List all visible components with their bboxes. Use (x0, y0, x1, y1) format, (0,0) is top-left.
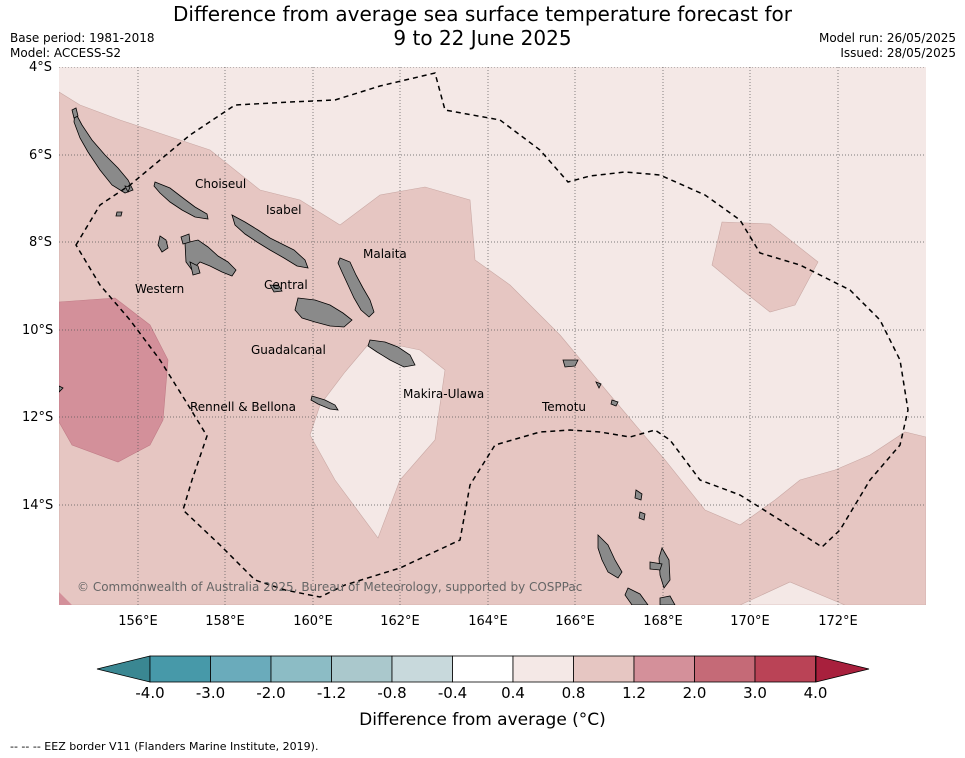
island-rennell (310, 395, 339, 411)
island-bougainville (73, 110, 134, 194)
lat-label-6s: 6°S (28, 148, 52, 163)
colorbar-high-arrow (815, 655, 870, 683)
graticule (59, 67, 926, 605)
island-small2 (189, 261, 201, 276)
island-vanuatu-small2 (634, 489, 643, 501)
island-vanuatu-small3 (649, 561, 663, 571)
island-vella (157, 235, 169, 253)
lon-label-166e: 166°E (555, 614, 595, 629)
anomaly-band-1.2-2.0-corner (59, 592, 72, 605)
map-area (59, 67, 926, 605)
lon-label-156e: 156°E (118, 614, 158, 629)
lat-label-8s: 8°S (28, 235, 52, 250)
island-florida (269, 284, 283, 293)
anomaly-band-0.8-1.2 (59, 91, 926, 605)
colorbar-segment (573, 655, 635, 683)
region-label-guadalcanal: Guadalcanal (251, 343, 326, 357)
region-label-central: Central (264, 278, 308, 292)
title-line-2: 9 to 22 June 2025 (393, 26, 572, 50)
anomaly-band-0.4-0.8-patch (309, 339, 446, 539)
island-vanuatu-small5 (659, 595, 676, 605)
colorbar-tick-label: 4.0 (803, 684, 828, 702)
colorbar-segment (512, 655, 574, 683)
lat-label-14s: 14°S (22, 498, 54, 513)
colorbar-tick-label: 3.0 (743, 684, 767, 702)
issued-date: Issued: 28/05/2025 (840, 46, 956, 60)
island-small1 (180, 233, 191, 245)
island-tinakula (610, 399, 619, 407)
colorbar-tick-label: -0.8 (377, 684, 407, 702)
lat-label-4s: 4°S (28, 60, 52, 75)
lat-label-12s: 12°S (22, 410, 54, 425)
colorbar-segment (633, 655, 695, 683)
colorbar-tick-label: 2.0 (682, 684, 707, 702)
copyright-notice: © Commonwealth of Australia 2025, Bureau… (77, 580, 583, 594)
colorbar-segment (210, 655, 272, 683)
region-label-western: Western (135, 282, 185, 296)
lon-label-172e: 172°E (818, 614, 858, 629)
island-vanuatu-north (597, 534, 623, 579)
anomaly-patch-east (711, 221, 819, 313)
colorbar-segment (452, 655, 514, 683)
colorbar-segment (694, 655, 756, 683)
region-label-choiseul: Choiseul (195, 177, 247, 191)
colorbar-segment (149, 655, 211, 683)
chart-title: Difference from average sea surface temp… (0, 2, 965, 50)
title-line-1: Difference from average sea surface temp… (172, 2, 792, 26)
lon-label-162e: 162°E (380, 614, 420, 629)
base-period: Base period: 1981-2018 (10, 31, 155, 45)
colorbar-title: Difference from average (°C) (359, 710, 606, 730)
island-ndeni (562, 359, 579, 368)
island-vanuatu-small1 (658, 547, 671, 589)
anomaly-band-1.2-2.0 (59, 297, 169, 463)
island-buka (71, 107, 79, 119)
island-westedge (59, 385, 64, 393)
model-name: Model: ACCESS-S2 (10, 46, 122, 60)
region-label-temotu: Temotu (542, 400, 587, 414)
colorbar-tick-label: 1.2 (622, 684, 646, 702)
lon-label-164e: 164°E (468, 614, 508, 629)
island-malaita (337, 257, 375, 318)
meta-left: Base period: 1981-2018 Model: ACCESS-S2 (10, 31, 155, 61)
eez-border (75, 72, 909, 598)
region-label-rennell-bellona: Rennell & Bellona (190, 400, 297, 414)
lat-label-10s: 10°S (22, 323, 54, 338)
island-small3 (124, 185, 131, 193)
colorbar-segment (331, 655, 393, 683)
colorbar-tick-label: 0.8 (561, 684, 586, 702)
island-guadalcanal (294, 297, 353, 328)
region-label-isabel: Isabel (266, 203, 302, 217)
island-choiseul (153, 181, 209, 220)
island-isabel (231, 214, 309, 269)
colorbar-low-arrow (96, 655, 151, 683)
colorbar-tick-label: -0.4 (437, 684, 468, 702)
island-shortland (115, 211, 123, 217)
meta-right: Model run: 26/05/2025 Issued: 28/05/2025 (819, 31, 956, 61)
colorbar-segment (391, 655, 453, 683)
colorbar-segment (270, 655, 332, 683)
land-masses (59, 107, 676, 605)
island-tikopia (595, 381, 602, 389)
island-vanuatu-small4 (638, 511, 646, 521)
lon-label-168e: 168°E (643, 614, 683, 629)
region-label-makira-ulawa: Makira-Ulawa (403, 387, 485, 401)
lon-label-158e: 158°E (205, 614, 245, 629)
island-makira (367, 339, 416, 368)
eez-footnote: -- -- -- EEZ border V11 (Flanders Marine… (10, 740, 319, 753)
anomaly-band-0.4-0.8-corner (739, 581, 846, 605)
lon-label-170e: 170°E (730, 614, 770, 629)
colorbar-tick-label: 0.4 (501, 684, 525, 702)
model-run: Model run: 26/05/2025 (818, 31, 956, 45)
colorbar-segment (754, 655, 816, 683)
region-label-malaita: Malaita (363, 247, 407, 261)
island-vanuatu-mid (624, 587, 649, 605)
colorbar-tick-label: -4.0 (135, 684, 165, 702)
colorbar-tick-label: -3.0 (195, 684, 226, 702)
lon-label-160e: 160°E (293, 614, 333, 629)
colorbar (96, 655, 870, 683)
colorbar-tick-label: -2.0 (256, 684, 286, 702)
colorbar-tick-label: -1.2 (316, 684, 347, 702)
